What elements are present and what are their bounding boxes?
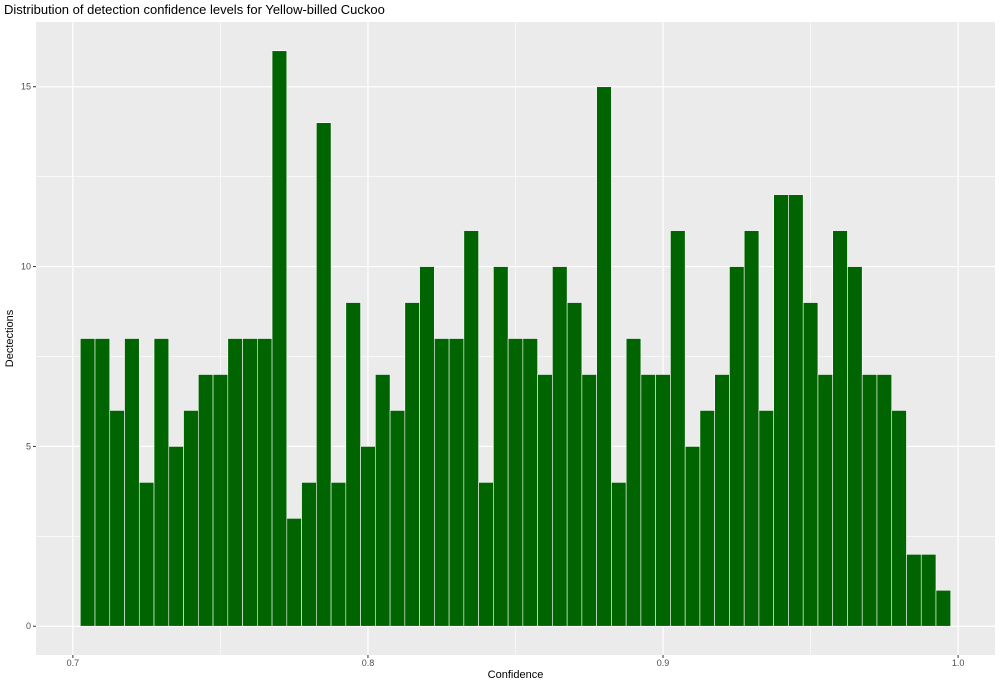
histogram-bar <box>935 589 952 627</box>
histogram-bar <box>802 302 819 627</box>
histogram-bar <box>670 230 686 627</box>
histogram-bar <box>655 374 671 627</box>
histogram-bar <box>552 266 568 627</box>
histogram-bar <box>920 553 937 627</box>
x-tick-label: 0.7 <box>67 658 80 668</box>
histogram-bar <box>360 446 376 627</box>
y-tick-label: 15 <box>21 82 31 92</box>
histogram-bar <box>832 230 848 627</box>
histogram-bar <box>168 446 184 627</box>
histogram-bar <box>906 553 922 627</box>
histogram-bar <box>640 374 656 627</box>
x-tick-label: 0.8 <box>362 658 375 668</box>
histogram-bar <box>197 374 214 627</box>
histogram-bar <box>316 122 332 627</box>
histogram-bar <box>817 374 834 627</box>
histogram-bar <box>286 518 302 627</box>
x-axis-title: Confidence <box>488 669 544 681</box>
x-axis: 0.7 0.8 0.9 1.0 <box>67 655 965 668</box>
histogram-bar <box>419 266 435 627</box>
histogram-bar <box>537 374 553 627</box>
histogram-bar <box>212 374 229 627</box>
chart-title: Distribution of detection confidence lev… <box>4 2 385 17</box>
histogram-bar <box>257 338 273 627</box>
histogram-bar <box>138 482 155 627</box>
x-tick-label: 1.0 <box>952 658 965 668</box>
histogram-bar <box>729 266 745 627</box>
histogram-bar <box>773 194 789 627</box>
y-tick-label: 10 <box>21 262 31 272</box>
histogram-bar <box>743 230 760 627</box>
histogram-bar <box>79 338 96 627</box>
histogram-bar <box>448 338 465 627</box>
histogram-bar <box>434 338 450 627</box>
histogram-bar <box>758 410 774 627</box>
histogram-bar <box>581 374 597 627</box>
y-tick-label: 5 <box>26 441 31 451</box>
histogram-bar <box>684 446 701 627</box>
histogram-bar <box>493 266 509 627</box>
histogram-bar <box>847 266 863 627</box>
histogram-bar <box>124 338 140 627</box>
histogram-bar <box>522 338 538 627</box>
histogram-bar <box>183 410 199 627</box>
histogram-bar <box>714 374 730 627</box>
histogram-bar <box>625 338 642 627</box>
histogram-bar <box>596 86 612 627</box>
histogram-bar <box>876 374 893 627</box>
histogram-bar <box>788 194 804 627</box>
histogram-bar <box>891 410 907 627</box>
histogram-bar <box>375 374 391 627</box>
y-tick-label: 0 <box>26 621 31 631</box>
histogram-bar <box>478 482 494 627</box>
histogram-bar <box>699 410 715 627</box>
x-tick-label: 0.9 <box>657 658 670 668</box>
histogram-bar <box>345 302 361 627</box>
histogram-bar <box>463 230 479 627</box>
bars <box>79 50 952 627</box>
y-axis-title: Dectections <box>4 309 16 367</box>
histogram-bar <box>507 338 524 627</box>
y-axis: 0 5 10 15 <box>21 82 36 631</box>
histogram-bar <box>861 374 878 627</box>
histogram-bar <box>227 338 243 627</box>
histogram-bar <box>301 482 317 627</box>
histogram-bar <box>389 410 406 627</box>
histogram-bar <box>566 302 583 627</box>
histogram-bar <box>611 482 627 627</box>
histogram-bar <box>109 410 125 627</box>
histogram-bar <box>330 482 347 627</box>
histogram-bar <box>242 338 258 627</box>
histogram-bar <box>404 302 420 627</box>
histogram-bar <box>271 50 288 627</box>
histogram-bar <box>153 338 170 627</box>
histogram-bar <box>94 338 111 627</box>
